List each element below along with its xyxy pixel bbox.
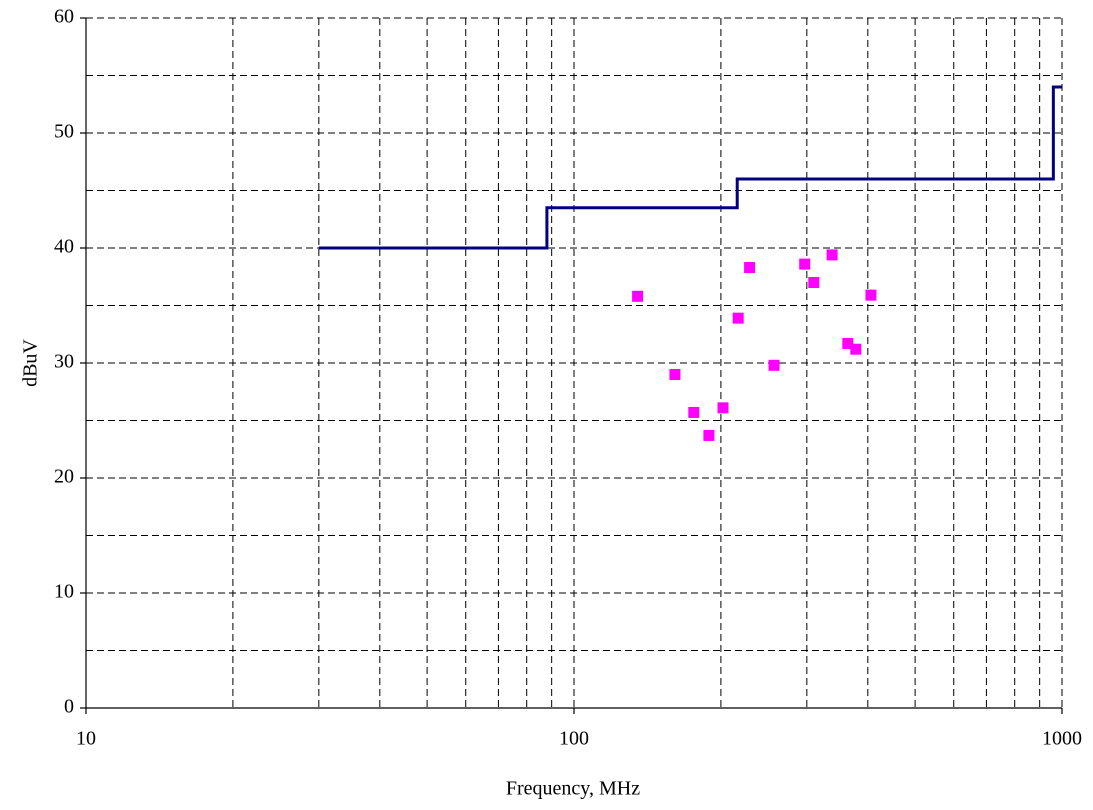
data-point bbox=[865, 289, 877, 301]
x-tick-label: 1000 bbox=[1042, 728, 1082, 750]
data-point bbox=[632, 290, 644, 302]
data-point bbox=[826, 249, 838, 261]
y-tick-label: 50 bbox=[54, 121, 74, 143]
x-tick-label: 100 bbox=[559, 728, 589, 750]
y-tick-label: 0 bbox=[64, 696, 74, 718]
data-point bbox=[799, 258, 811, 270]
data-point bbox=[669, 369, 681, 380]
x-axis-label: Frequency, MHz bbox=[506, 778, 640, 800]
y-tick-label: 20 bbox=[54, 466, 74, 488]
data-point bbox=[717, 402, 729, 414]
y-tick-label: 40 bbox=[54, 236, 74, 258]
y-tick-label: 30 bbox=[54, 351, 74, 373]
x-tick-label: 10 bbox=[76, 728, 96, 750]
data-point bbox=[808, 277, 820, 288]
data-point bbox=[688, 406, 700, 418]
data-point bbox=[744, 262, 756, 274]
data-point bbox=[732, 312, 744, 324]
limit-line bbox=[318, 85, 1062, 250]
data-point bbox=[850, 343, 862, 355]
data-point bbox=[703, 429, 715, 441]
y-axis-label: dBuV bbox=[20, 339, 42, 387]
y-tick-label: 60 bbox=[54, 6, 74, 28]
data-point bbox=[842, 337, 854, 349]
y-tick-label: 10 bbox=[54, 581, 74, 603]
data-point bbox=[768, 359, 780, 371]
